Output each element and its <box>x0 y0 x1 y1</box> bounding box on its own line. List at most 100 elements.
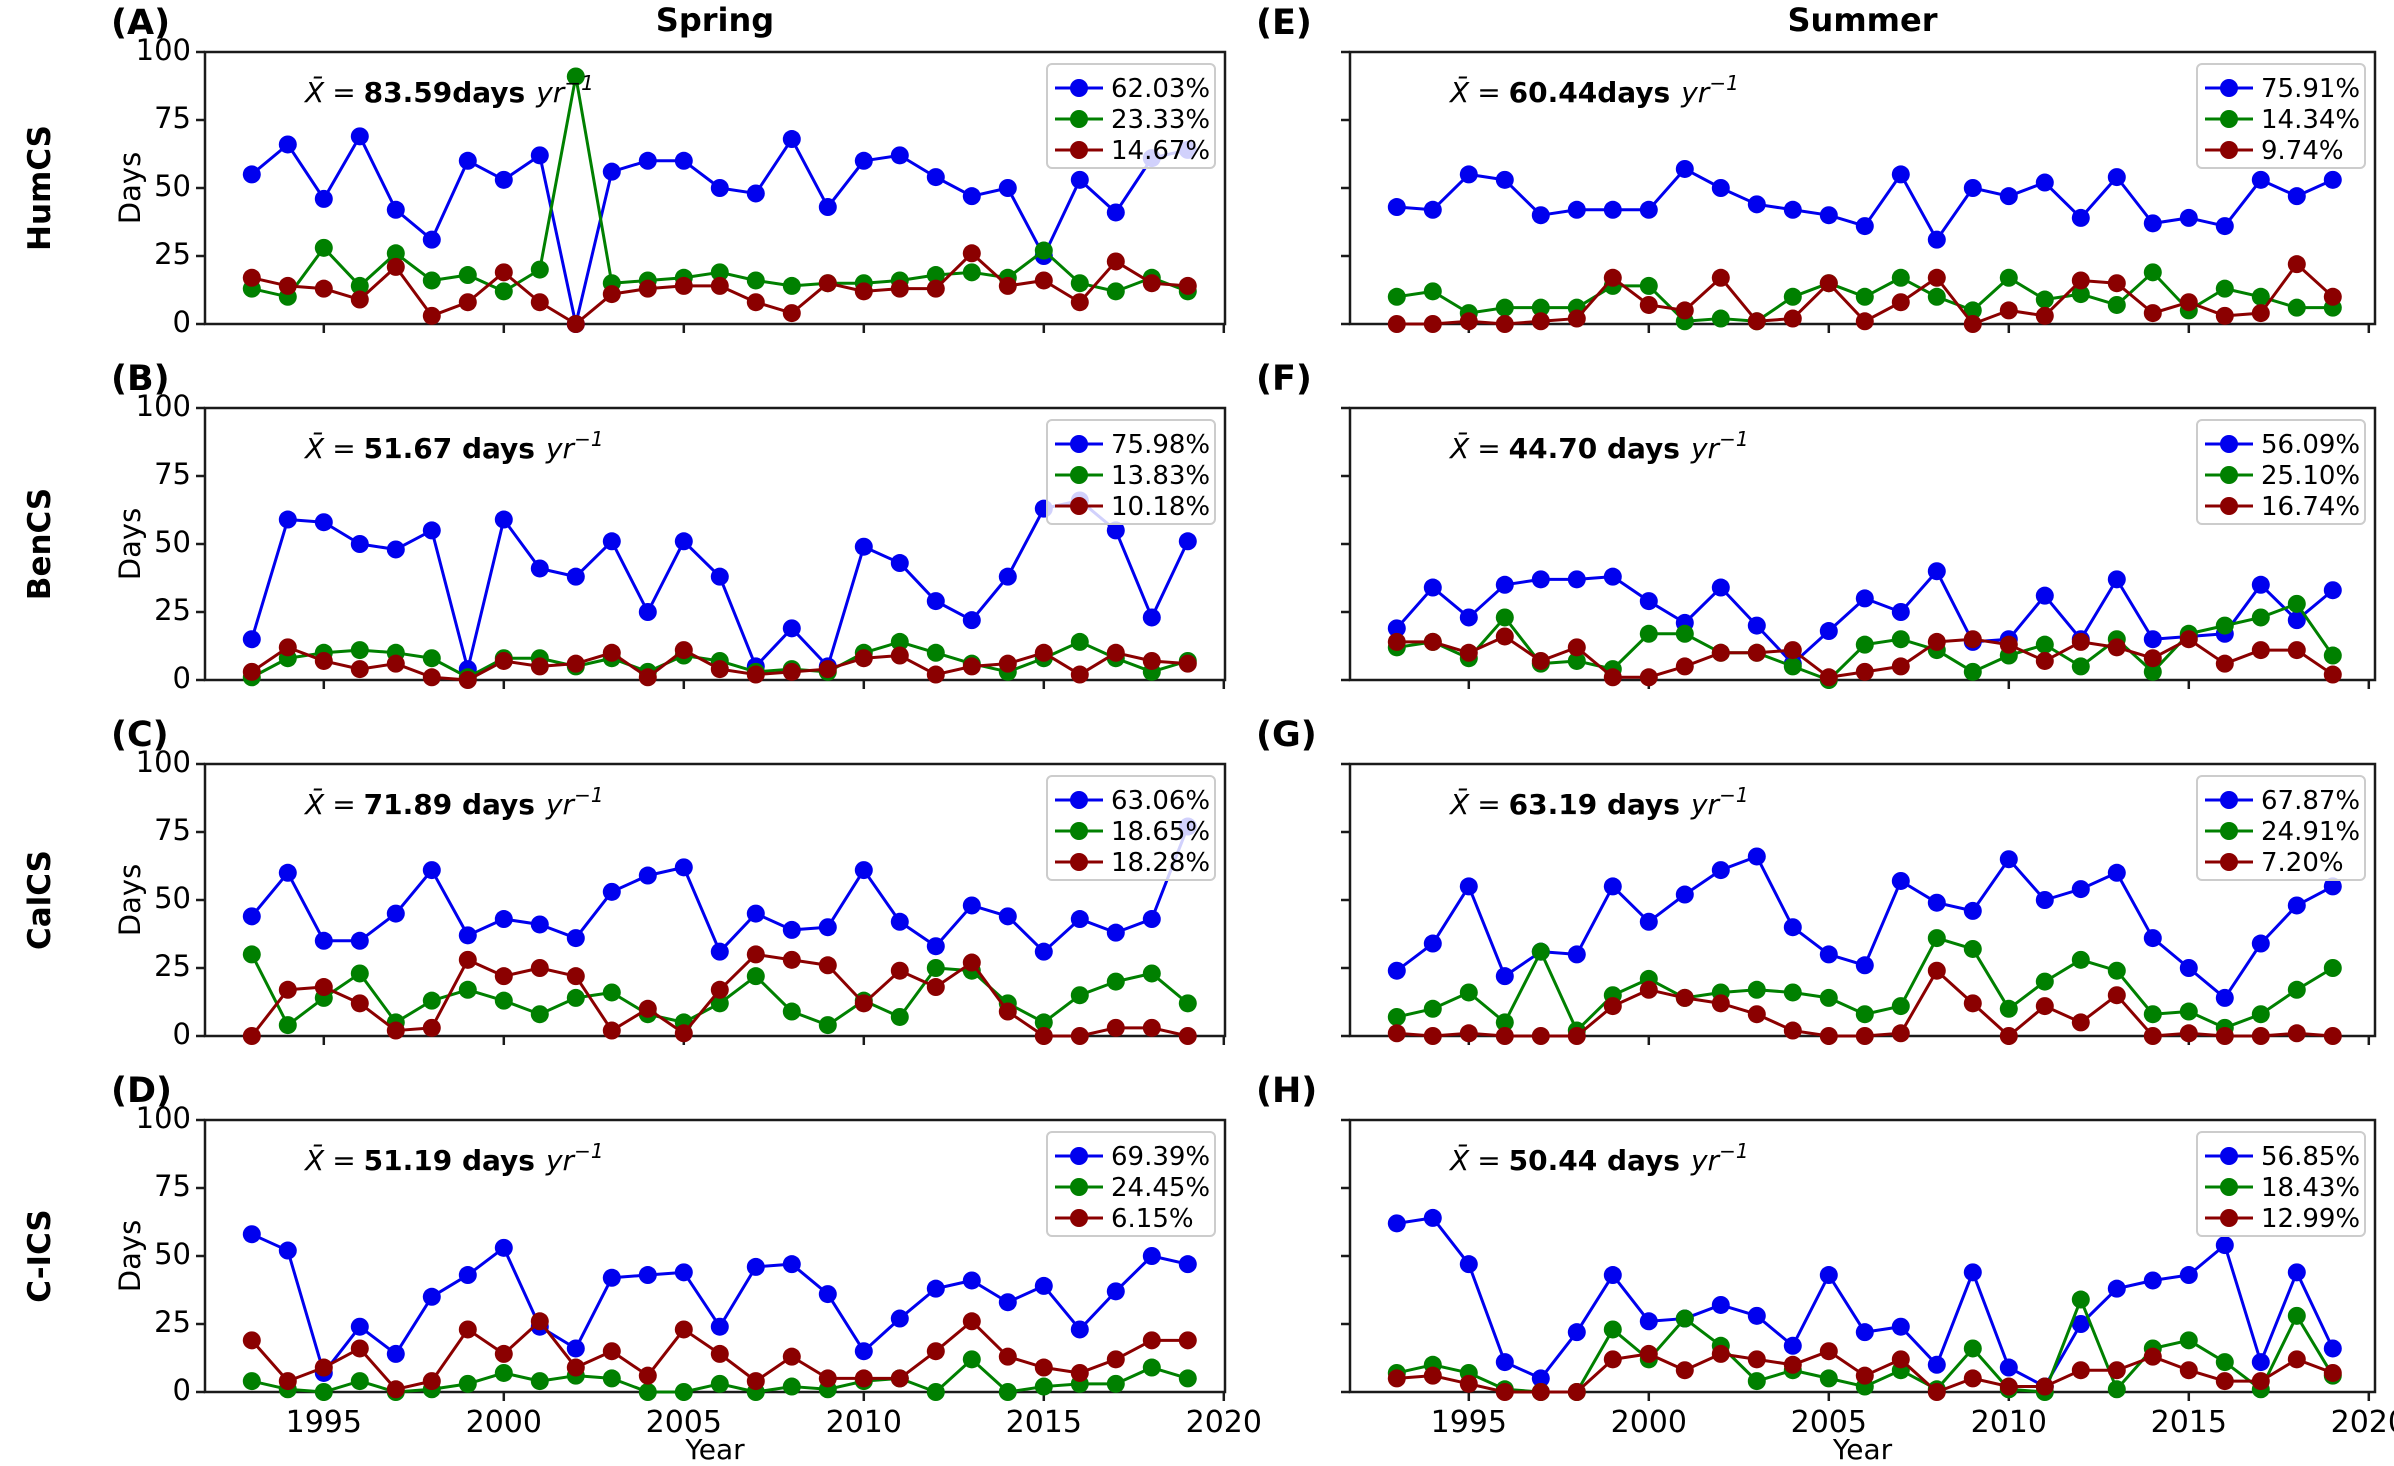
series-63.06% <box>242 817 1197 961</box>
data-point-marker <box>710 942 729 961</box>
data-point-marker <box>1963 301 1982 320</box>
data-point-marker <box>1783 657 1802 676</box>
y-tick-label: 25 <box>154 1305 191 1339</box>
data-point-marker <box>2287 896 2306 915</box>
panel-letter-E: (E) <box>1256 3 1312 43</box>
data-point-marker <box>1711 1295 1730 1314</box>
data-point-marker <box>2143 630 2162 649</box>
data-point-marker <box>242 1372 261 1391</box>
data-point-marker <box>1819 1342 1838 1361</box>
data-point-marker <box>314 931 333 950</box>
legend-marker <box>2220 791 2238 809</box>
legend-label: 75.91% <box>2261 74 2360 104</box>
data-point-marker <box>314 279 333 298</box>
data-point-marker <box>350 127 369 146</box>
plot-area-G: X̄ = 63.19 days yr−1 67.87%24.91%7.20% <box>1341 762 2377 1045</box>
data-point-marker <box>2107 1361 2126 1380</box>
data-point-marker <box>1855 589 1874 608</box>
legend-marker <box>1070 110 1088 128</box>
data-point-marker <box>1747 980 1766 999</box>
data-point-marker <box>1178 276 1197 295</box>
data-point-marker <box>962 263 981 282</box>
data-point-marker <box>1495 967 1514 986</box>
data-point-marker <box>1783 287 1802 306</box>
data-point-marker <box>998 276 1017 295</box>
data-point-marker <box>1783 983 1802 1002</box>
x-axis-label-D: Year <box>685 1433 745 1466</box>
data-point-marker <box>638 668 657 687</box>
data-point-marker <box>1855 956 1874 975</box>
data-point-marker <box>1711 861 1730 880</box>
data-point-marker <box>746 945 765 964</box>
data-point-marker <box>494 170 513 189</box>
mean-equals: = <box>332 432 355 465</box>
data-point-marker <box>1783 1355 1802 1374</box>
legend-F: 56.09%25.10%16.74% <box>2196 419 2366 525</box>
data-point-marker <box>2035 1377 2054 1396</box>
data-point-marker <box>1034 643 1053 662</box>
data-point-marker <box>1891 1024 1910 1043</box>
data-point-marker <box>494 1238 513 1257</box>
data-point-marker <box>998 179 1017 197</box>
legend-marker <box>1070 791 1088 809</box>
data-point-marker <box>2251 575 2270 594</box>
legend-label: 25.10% <box>2261 461 2360 491</box>
mean-symbol: X̄ <box>1448 75 1470 109</box>
data-point-marker <box>386 244 405 263</box>
data-point-marker <box>2179 1024 2198 1043</box>
data-point-marker <box>1178 1369 1197 1388</box>
data-point-marker <box>710 263 729 282</box>
data-point-marker <box>422 649 441 668</box>
mean-value: 44.70 days <box>1509 432 1680 465</box>
data-point-marker <box>1603 997 1622 1016</box>
data-point-marker <box>1495 170 1514 189</box>
data-point-marker <box>962 244 981 263</box>
data-point-marker <box>2143 1005 2162 1024</box>
x-tick-label: 2000 <box>1610 1405 1687 1440</box>
data-point-marker <box>1495 627 1514 646</box>
data-point-marker <box>242 945 261 964</box>
x-axis-label-H: Year <box>1832 1433 1893 1466</box>
data-point-marker <box>1891 657 1910 676</box>
y-tick-label: 50 <box>154 169 191 203</box>
data-point-marker <box>2143 662 2162 681</box>
data-point-marker <box>638 151 657 170</box>
series-56.09% <box>1387 562 2342 673</box>
mean-annotation-F: X̄ = 44.70 days yr−1 <box>1448 427 1749 465</box>
data-point-marker <box>1459 165 1478 184</box>
data-point-marker <box>1963 630 1982 649</box>
data-point-marker <box>1963 939 1982 958</box>
data-point-marker <box>2251 304 2270 323</box>
data-point-marker <box>926 978 945 997</box>
legend-label: 56.09% <box>2261 430 2360 460</box>
mean-value: 83.59days <box>364 76 526 109</box>
legend-label: 24.45% <box>1111 1173 1210 1203</box>
data-point-marker <box>1070 632 1089 651</box>
data-point-marker <box>1675 301 1694 320</box>
panel-letter-C: (C) <box>111 715 169 755</box>
data-point-marker <box>1999 268 2018 287</box>
data-point-marker <box>2287 298 2306 317</box>
data-point-marker <box>1495 315 1514 333</box>
mean-unit: yr <box>1690 1144 1721 1177</box>
data-point-marker <box>710 276 729 295</box>
panel-letter-G: (G) <box>1256 715 1317 755</box>
data-point-marker <box>1603 1320 1622 1339</box>
plot-area-B: X̄ = 51.67 days yr−1 75.98%13.83%10.18% <box>196 406 1227 689</box>
data-point-marker <box>2287 1306 2306 1325</box>
data-point-marker <box>1106 521 1125 540</box>
mean-equals: = <box>332 76 355 109</box>
data-point-marker <box>638 999 657 1018</box>
data-point-marker <box>2323 1339 2342 1358</box>
data-point-marker <box>1711 643 1730 662</box>
data-point-marker <box>458 671 477 689</box>
legend-label: 9.74% <box>2261 136 2344 166</box>
data-point-marker <box>1963 315 1982 333</box>
mean-value: 71.89 days <box>364 788 535 821</box>
x-tick-label: 2020 <box>2330 1405 2394 1440</box>
data-point-marker <box>854 537 873 556</box>
data-point-marker <box>710 1317 729 1336</box>
y-tick-label: 25 <box>154 949 191 983</box>
data-point-marker <box>1142 274 1161 293</box>
